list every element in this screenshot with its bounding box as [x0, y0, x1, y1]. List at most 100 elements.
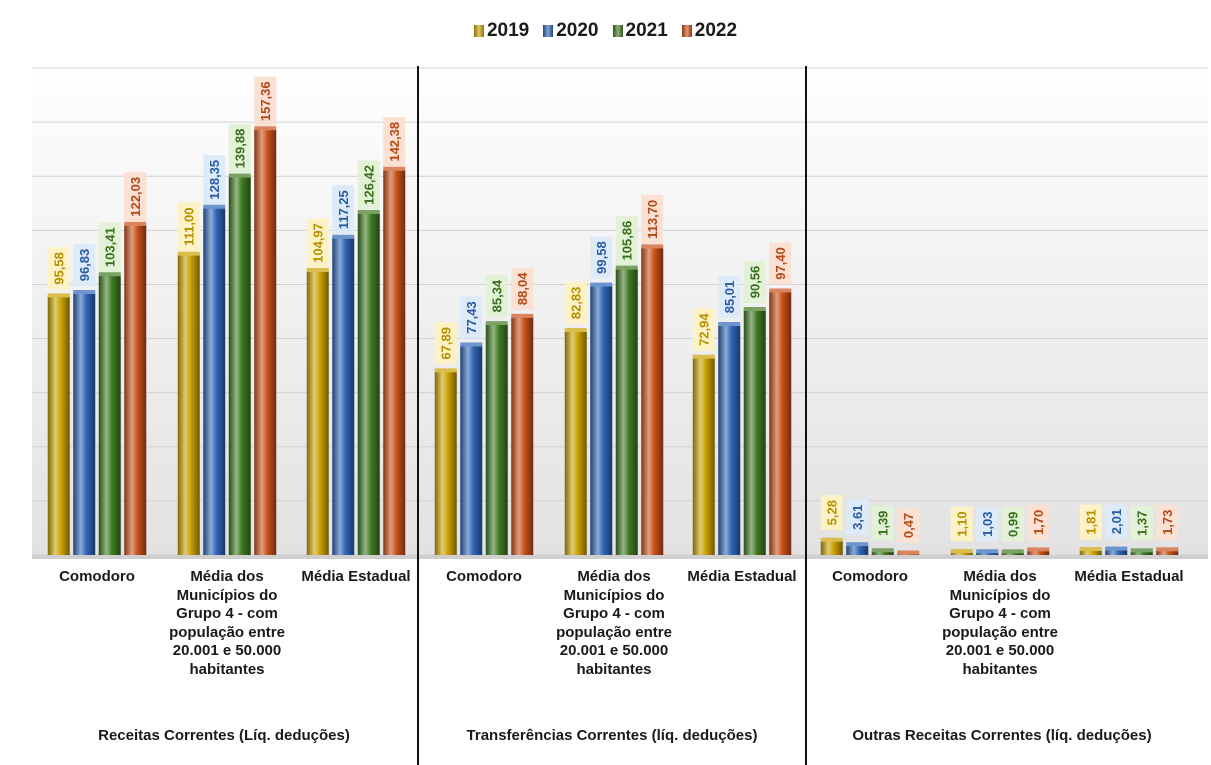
bar-top-2022 [1156, 547, 1179, 552]
data-label-group: 1,81 [1079, 504, 1102, 540]
data-label: 1,81 [1083, 509, 1098, 534]
data-label-group: 1,10 [950, 506, 973, 542]
data-label-group: 113,70 [641, 194, 664, 244]
data-label: 1,10 [954, 511, 969, 536]
data-label-group: 128,35 [203, 155, 226, 205]
data-label-bg [306, 218, 329, 268]
data-label: 2,01 [1109, 509, 1124, 534]
data-label-group: 85,34 [485, 275, 508, 318]
bar-top-2019 [177, 251, 200, 256]
data-label-bg [124, 172, 147, 222]
data-label-group: 72,94 [692, 308, 715, 351]
data-label: 105,86 [619, 221, 634, 261]
bar-2021 [357, 212, 380, 555]
data-label-group: 82,83 [564, 281, 587, 324]
data-label: 67,89 [438, 327, 453, 360]
bar-2020 [203, 207, 226, 555]
bar-top-2021 [1001, 549, 1024, 554]
data-label: 104,97 [310, 223, 325, 263]
category-label: Comodoro [832, 568, 908, 585]
bar-top-2019 [820, 537, 843, 542]
legend-item: 2020 [543, 20, 599, 42]
data-label: 1,73 [1160, 510, 1175, 535]
data-label-bg [1105, 504, 1128, 539]
data-label: 0,47 [901, 513, 916, 538]
group-label: Transferências Correntes (líq. deduções) [466, 727, 758, 744]
bar-top-2021 [1130, 548, 1153, 553]
bar-top-2021 [871, 548, 894, 553]
data-label: 128,35 [207, 160, 222, 200]
category-label: Média Estadual [1074, 568, 1184, 585]
category-label: Média dos Municípios do Grupo 4 - com po… [942, 568, 1058, 678]
data-label-group: 1,73 [1156, 504, 1179, 540]
legend-item: 2022 [681, 20, 738, 42]
bar-top-2020 [976, 549, 999, 554]
data-label: 111,00 [181, 208, 196, 246]
bar-top-2022 [897, 550, 920, 555]
bar-2022 [1027, 550, 1050, 555]
data-label-group: 96,83 [73, 244, 96, 287]
bar-top-2020 [1105, 546, 1128, 551]
data-label: 1,70 [1031, 510, 1046, 535]
data-label-group: 103,41 [98, 222, 121, 272]
category-label: Média dos Municípios do Grupo 4 - com po… [556, 568, 672, 678]
bar-top-2020 [203, 204, 226, 209]
data-label: 1,39 [875, 511, 890, 536]
data-label-bg [718, 276, 741, 319]
bar-2021 [1130, 551, 1153, 555]
bar-top-2021 [743, 306, 766, 311]
bar-2021 [871, 551, 894, 555]
category-label: Média Estadual [687, 568, 797, 585]
data-label-group: 1,39 [871, 505, 894, 541]
bar-2021 [98, 275, 121, 555]
data-label-group: 105,86 [615, 215, 638, 266]
data-label: 90,56 [747, 266, 762, 299]
bar-2019 [692, 357, 715, 555]
data-label: 85,34 [489, 279, 504, 312]
bar-top-2019 [47, 293, 70, 298]
data-label-bg [1156, 504, 1179, 540]
bar-top-2019 [564, 327, 587, 332]
bar-2020 [976, 552, 999, 555]
data-label-group: 3,61 [846, 499, 869, 535]
data-label-group: 77,43 [460, 296, 483, 339]
group-label: Outras Receitas Correntes (líq. deduções… [852, 727, 1152, 744]
data-label: 157,36 [258, 81, 273, 121]
data-label-group: 1,03 [976, 506, 999, 542]
bar-top-2022 [769, 288, 792, 293]
data-label-bg [383, 117, 406, 167]
data-label: 77,43 [464, 301, 479, 334]
data-label-bg [871, 505, 894, 541]
data-label-bg [692, 308, 715, 351]
data-label-bg [228, 123, 251, 174]
data-label-bg [357, 160, 380, 210]
bar-top-2022 [1027, 547, 1050, 552]
data-label-bg [897, 508, 920, 543]
data-label-group: 111,00 [177, 202, 200, 252]
bar-2020 [73, 293, 96, 555]
data-label: 142,38 [387, 122, 402, 162]
legend-label: 2022 [694, 20, 738, 41]
bar-top-2019 [692, 354, 715, 359]
bar-top-2020 [73, 290, 96, 295]
bar-2019 [434, 371, 457, 555]
data-label-group: 0,99 [1001, 506, 1024, 542]
data-label-group: 85,01 [718, 276, 741, 319]
data-label: 0,99 [1005, 512, 1020, 537]
data-label: 82,83 [568, 287, 583, 320]
data-label: 96,83 [77, 249, 92, 282]
legend-swatch [612, 25, 623, 37]
data-label-bg [47, 247, 70, 290]
data-label-group: 104,97 [306, 218, 329, 268]
data-label-bg [590, 236, 613, 279]
category-label: Média dos Municípios do Grupo 4 - com po… [169, 568, 285, 678]
data-label: 1,03 [980, 512, 995, 537]
data-label-group: 0,47 [897, 508, 920, 543]
chart-legend: 2019 2020 2021 2022 [0, 20, 1211, 42]
data-label: 103,41 [102, 227, 117, 267]
data-label-bg [1079, 504, 1102, 540]
legend-label: 2019 [486, 20, 530, 41]
bar-2022 [254, 129, 277, 555]
data-label-group: 157,36 [254, 76, 277, 126]
category-label: Comodoro [446, 568, 522, 585]
